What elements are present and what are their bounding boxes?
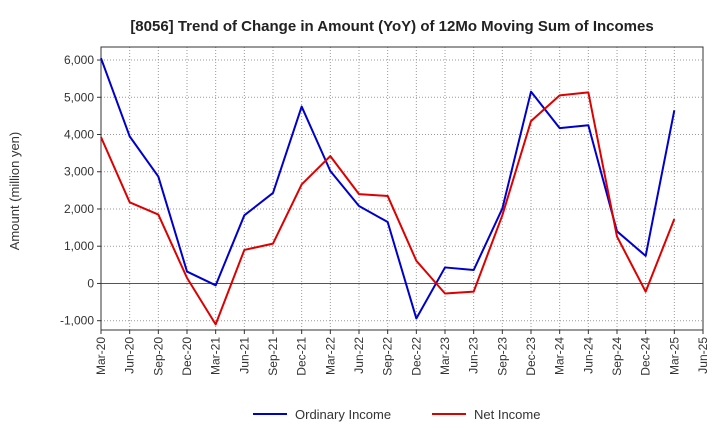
y-tick-label: 4,000 xyxy=(64,128,94,142)
x-tick-label: Mar-22 xyxy=(323,337,337,375)
y-tick-label: -1,000 xyxy=(60,314,94,328)
x-tick-label: Dec-20 xyxy=(180,337,194,376)
series-lines xyxy=(100,57,676,326)
legend: Ordinary Income Net Income xyxy=(253,407,540,422)
y-tick-label: 5,000 xyxy=(64,90,94,104)
x-tick-label: Mar-24 xyxy=(553,337,567,375)
legend-label-ordinary-income: Ordinary Income xyxy=(295,407,391,422)
x-tick-label: Sep-23 xyxy=(495,337,509,376)
y-tick-label: 1,000 xyxy=(64,239,94,253)
x-axis-ticks: Mar-20 Jun-20 Sep-20 Dec-20 Mar-21 Jun-21 Sep-… xyxy=(94,330,710,376)
series-line-net-income xyxy=(100,91,676,326)
y-tick-label: 3,000 xyxy=(64,165,94,179)
x-tick-label: Dec-23 xyxy=(524,337,538,376)
x-tick-label: Jun-22 xyxy=(352,337,366,374)
plot-border xyxy=(100,46,704,331)
x-tick-label: Jun-23 xyxy=(467,337,481,374)
x-tick-label: Jun-21 xyxy=(237,337,251,374)
x-tick-label: Jun-20 xyxy=(123,337,137,374)
x-tick-label: Jun-24 xyxy=(581,337,595,374)
x-tick-label: Sep-20 xyxy=(151,337,165,376)
x-tick-label: Mar-21 xyxy=(209,337,223,375)
x-tick-label: Dec-24 xyxy=(639,337,653,376)
x-tick-label: Dec-21 xyxy=(295,337,309,376)
chart-title: [8056] Trend of Change in Amount (YoY) o… xyxy=(130,18,653,35)
y-axis-ticks: -1,000 0 1,000 2,000 3,000 4,000 5,000 6,000 xyxy=(60,53,101,328)
legend-label-net-income: Net Income xyxy=(474,407,540,422)
grid xyxy=(100,47,704,330)
x-tick-label: Jun-25 xyxy=(696,337,710,374)
x-tick-label: Mar-25 xyxy=(667,337,681,375)
x-tick-label: Sep-22 xyxy=(381,337,395,376)
x-tick-label: Mar-23 xyxy=(438,337,452,375)
x-tick-label: Sep-24 xyxy=(610,337,624,376)
y-tick-label: 2,000 xyxy=(64,202,94,216)
y-tick-label: 0 xyxy=(87,276,94,290)
x-tick-label: Dec-22 xyxy=(409,337,423,376)
y-axis-label: Amount (million yen) xyxy=(7,132,22,251)
x-tick-label: Sep-21 xyxy=(266,337,280,376)
plot-frame xyxy=(100,46,704,331)
series-line-ordinary-income xyxy=(100,57,676,320)
y-tick-label: 6,000 xyxy=(64,53,94,67)
x-tick-label: Mar-20 xyxy=(94,337,108,375)
